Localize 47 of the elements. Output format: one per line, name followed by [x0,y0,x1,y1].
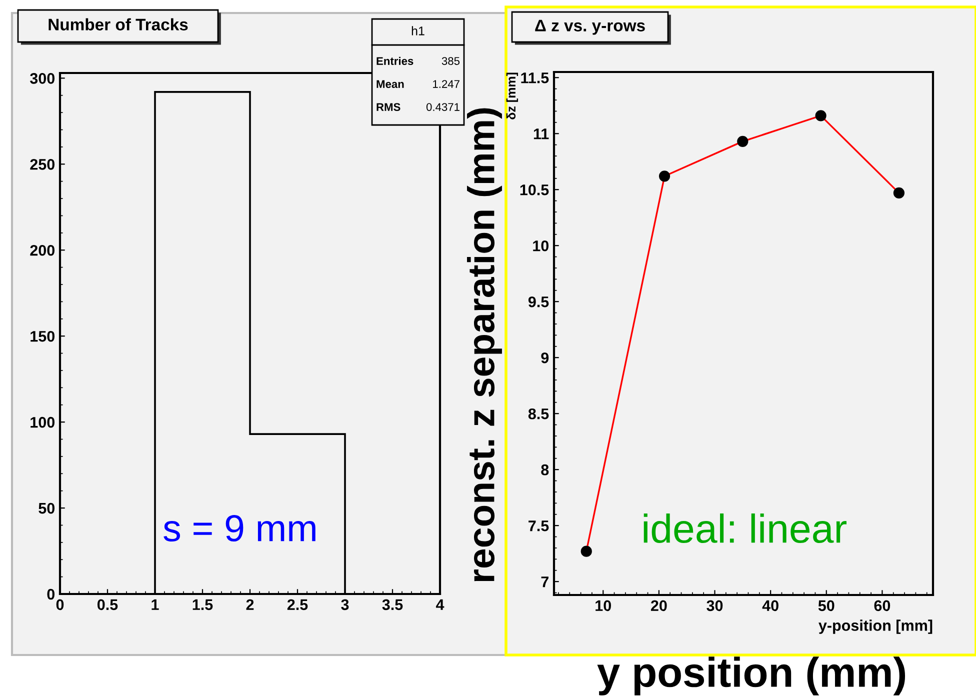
x-tick-label: 3 [341,599,349,610]
text: Entries [376,56,414,65]
x-tick-label: 1.5 [192,599,213,610]
x-tick-label: 2 [246,599,254,610]
x-tick-label: 60 [874,600,890,612]
x-tick-label: 3.5 [382,599,403,610]
annotation: Mean [376,80,404,88]
x-tick-label: 40 [762,600,778,612]
y-tick-label: 10 [533,240,549,252]
y-tick-label: 9.5 [528,296,549,308]
x-tick-label: 4 [436,599,444,610]
y-tick-label: 8.5 [528,408,549,420]
y-tick-label: 200 [30,244,55,256]
x-tick-label: 0 [56,599,64,610]
y-tick-label: 300 [30,73,55,84]
x-tick-label: 0.5 [97,599,118,610]
y-tick-label: 100 [30,416,55,428]
annotation: ideal: linear [644,513,846,544]
chart-title: Δ z vs. y-rows [535,20,645,35]
y-tick-label: 7 [541,576,548,588]
x-tick-label: 1 [152,599,159,610]
y-tick-label: 7.5 [528,520,549,532]
x-axis-title: y-position [mm] [818,620,932,634]
y-axis-title: δz [mm] [506,72,518,120]
y-tick-label: 250 [30,159,55,170]
annotation: 0.4371 [426,103,460,111]
x-tick-label: 2.5 [287,599,308,610]
y-tick-label: 50 [38,502,55,514]
text: y position (mm) [597,656,906,696]
x-tick-label: 50 [818,600,834,612]
annotation: s = 9 mm [164,514,316,542]
y-tick-label: 150 [30,330,55,342]
x-tick-label: 30 [706,600,723,612]
annotation: 1.247 [433,80,460,88]
y-tick-label: 8 [541,464,549,476]
x-tick-label: 20 [650,600,667,612]
text: 385 [442,57,460,65]
y-tick-label: 11 [534,128,549,140]
y-tick-label: 11.5 [521,72,549,84]
y-tick-label: 9 [541,352,549,364]
y-tick-label: 10.5 [520,184,549,196]
annotation: RMS [376,103,400,111]
y-tick-label: 0 [47,588,55,600]
x-tick-label: 10 [596,600,611,612]
chart-title: Number of Tracks [48,18,188,30]
text: h1 [412,26,424,36]
text: reconst. z separation (mm) [467,108,502,582]
